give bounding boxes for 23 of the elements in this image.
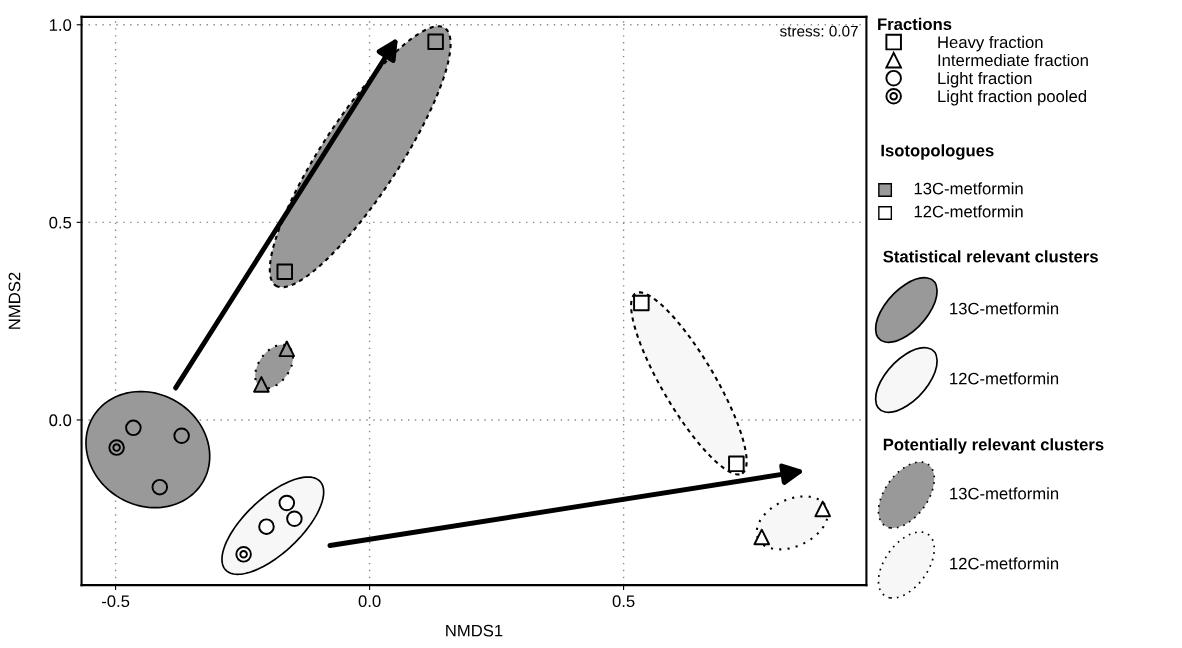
- text: 13C-metformin: [914, 182, 1023, 195]
- x-tick-label: -0.5: [101, 595, 130, 608]
- text: 12C-metformin: [914, 205, 1023, 218]
- text: Potentially relevant clusters: [883, 438, 1104, 454]
- y-axis-title: NMDS2: [8, 272, 21, 329]
- text: Statistical relevant clusters: [883, 250, 1098, 263]
- text: 12C-metformin: [950, 557, 1059, 570]
- legend-label: Heavy fraction: [938, 35, 1043, 52]
- y-tick-label: 0.0: [49, 414, 72, 427]
- annotation: stress: 0.07: [780, 25, 858, 37]
- x-tick-label: 0.5: [612, 595, 635, 608]
- text: 13C-metformin: [950, 487, 1059, 500]
- legend-label: Intermediate fraction: [938, 53, 1088, 67]
- x-axis-title: NMDS1: [446, 624, 503, 637]
- y-tick-label: 1.0: [49, 19, 72, 31]
- text: Isotopologues: [881, 144, 994, 160]
- x-tick-label: 0.0: [358, 595, 381, 608]
- legend-title: Fractions: [878, 17, 952, 31]
- y-tick-label: 0.5: [49, 216, 72, 229]
- text: 13C-metformin: [950, 302, 1059, 315]
- legend-label: Light fraction: [938, 71, 1032, 88]
- legend-label: Light fraction pooled: [938, 89, 1087, 106]
- text: 12C-metformin: [950, 372, 1059, 385]
